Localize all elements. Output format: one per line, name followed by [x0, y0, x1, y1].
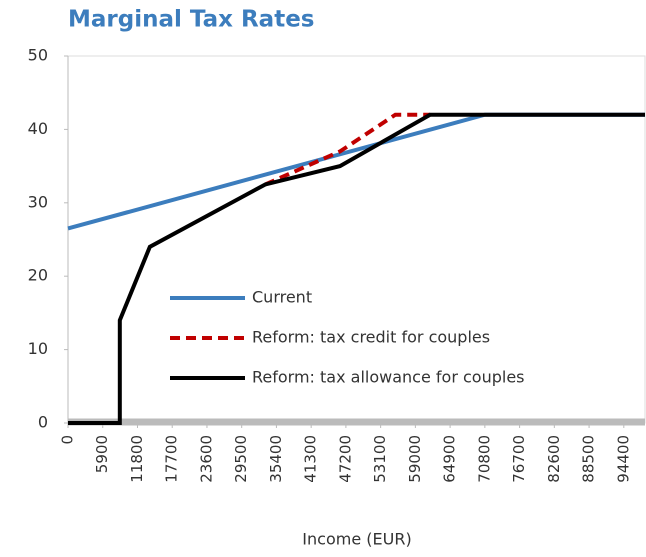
x-tick-label: 23600 [197, 435, 215, 483]
y-tick-label: 50 [28, 46, 48, 65]
x-tick-label: 41300 [302, 435, 320, 483]
x-tick-label: 64900 [441, 435, 459, 483]
x-tick-label: 5900 [93, 435, 111, 473]
y-tick-label: 40 [28, 119, 48, 138]
x-tick-label: 47200 [336, 435, 354, 483]
series-line [68, 112, 645, 425]
y-tick-label: 10 [28, 339, 48, 358]
x-tick-label: 53100 [371, 435, 389, 483]
legend-label: Current [252, 288, 312, 307]
x-tick-label: 70800 [475, 435, 493, 483]
chart-title: Marginal Tax Rates [68, 7, 315, 33]
x-tick-label: 82600 [545, 435, 563, 483]
y-tick-label: 20 [28, 266, 48, 285]
x-tick-label: 35400 [267, 435, 285, 483]
x-tick-label: 88500 [580, 435, 598, 483]
y-tick-label: 0 [38, 413, 48, 432]
x-tick-label: 94400 [614, 435, 632, 483]
x-tick-label: 11800 [128, 435, 146, 483]
x-tick-label: 0 [59, 435, 77, 445]
y-tick-label: 30 [28, 192, 48, 211]
x-tick-label: 59000 [406, 435, 424, 483]
x-tick-label: 29500 [232, 435, 250, 483]
x-tick-label: 17700 [163, 435, 181, 483]
x-axis-label: Income (EUR) [302, 530, 411, 549]
legend-label: Reform: tax allowance for couples [252, 368, 525, 387]
series-line [67, 112, 645, 231]
legend-label: Reform: tax credit for couples [252, 328, 490, 347]
x-tick-label: 76700 [510, 435, 528, 483]
series-line [264, 112, 431, 187]
